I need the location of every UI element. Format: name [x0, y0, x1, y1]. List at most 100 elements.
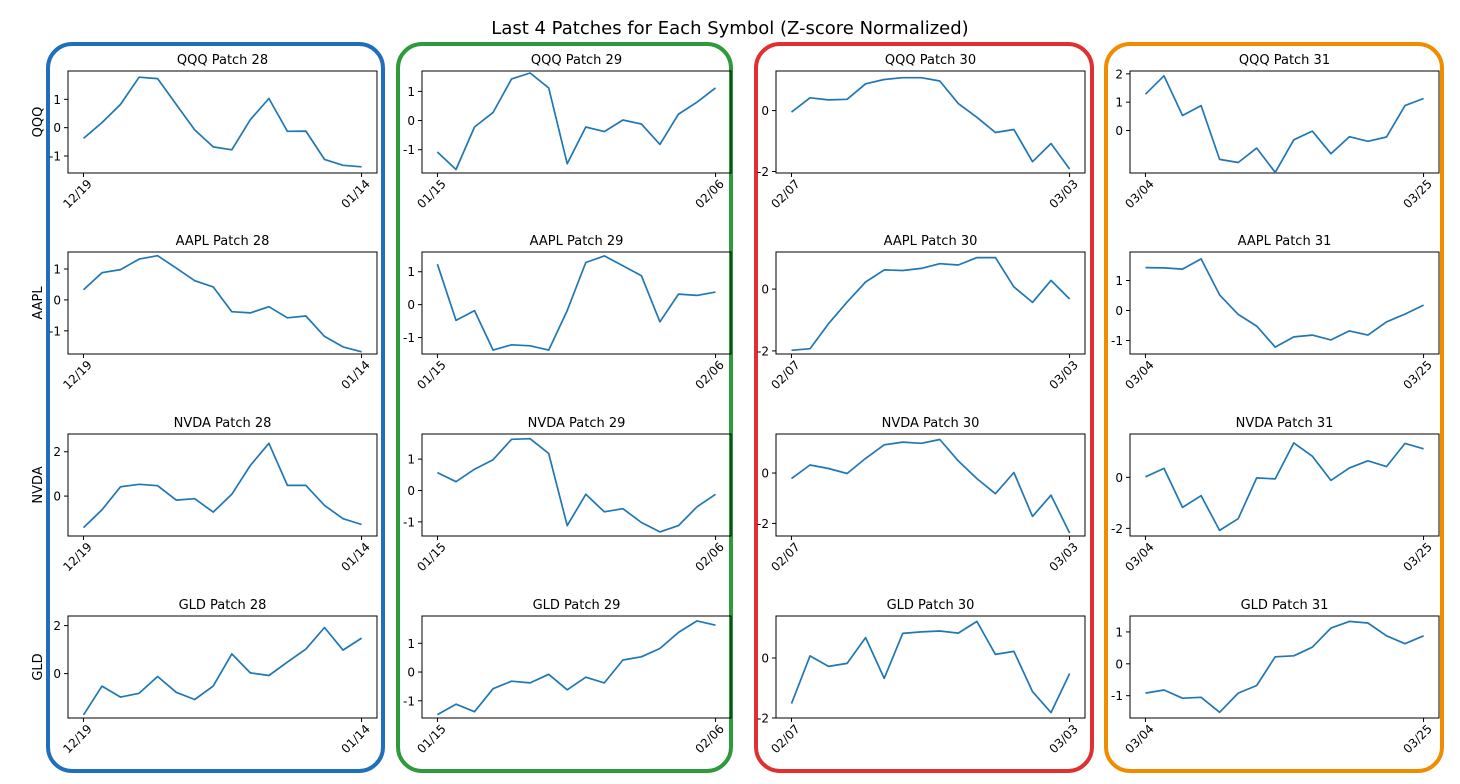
subplot-title: QQQ Patch 30: [885, 53, 976, 68]
y-tick-label: 0: [761, 283, 769, 297]
series-line: [1146, 621, 1424, 712]
axes-frame: [68, 252, 377, 354]
x-tick-label: 03/25: [1401, 722, 1435, 756]
subplot: QQQ Patch 28 -1 0 1 12/19 01/14: [49, 53, 377, 211]
x-tick-label: 03/04: [1122, 358, 1156, 392]
x-tick-label: 03/25: [1401, 358, 1435, 392]
subplot-title: NVDA Patch 28: [174, 416, 272, 431]
subplot-title: NVDA Patch 29: [528, 416, 626, 431]
series-line: [792, 258, 1070, 351]
y-tick-label: 2: [1115, 67, 1123, 81]
y-tick-label: 1: [407, 85, 415, 99]
x-tick-label: 03/03: [1047, 722, 1081, 756]
y-tick-label: 1: [407, 265, 415, 279]
axes-frame: [776, 434, 1085, 536]
subplot: NVDA Patch 29-10101/15 02/06: [403, 416, 731, 574]
series-line: [1146, 76, 1424, 173]
row-label: AAPL: [31, 286, 46, 320]
x-tick-label: 03/04: [1122, 177, 1156, 211]
y-tick-label: -2: [757, 712, 769, 726]
y-tick-label: 1: [1115, 274, 1123, 288]
y-tick-label: 0: [407, 666, 415, 680]
x-tick-label: 01/15: [414, 358, 448, 392]
y-tick-label: 0: [53, 667, 61, 681]
subplot-title: GLD Patch 28: [179, 598, 267, 613]
x-tick-label: 12/19: [60, 722, 94, 756]
subplot: GLD Patch 30 -2 0 02/07 03/03: [757, 598, 1085, 756]
series-line: [84, 256, 362, 352]
series-line: [84, 628, 362, 715]
axes-frame: [68, 71, 377, 173]
x-tick-label: 03/03: [1047, 177, 1081, 211]
y-tick-label: 0: [761, 652, 769, 666]
subplot-title: QQQ Patch 31: [1239, 53, 1330, 68]
subplot-title: AAPL Patch 31: [1238, 234, 1332, 249]
axes-frame: [776, 71, 1085, 173]
row-label: QQQ: [31, 107, 46, 138]
patch-group-frame: [1106, 44, 1442, 771]
y-tick-label: 0: [53, 121, 61, 135]
y-tick-label: -2: [1111, 522, 1123, 536]
axes-frame: [68, 616, 377, 718]
subplot: AAPL Patch 30-2002/07 03/03: [757, 234, 1085, 392]
x-tick-label: 12/19: [60, 177, 94, 211]
y-tick-label: 1: [1115, 625, 1123, 639]
x-tick-label: 02/07: [768, 540, 802, 574]
patch-group-frame: [48, 44, 383, 771]
subplot: QQQ Patch 30 -2 0 02/07 03/03: [757, 53, 1085, 211]
x-tick-label: 01/15: [414, 177, 448, 211]
axes-frame: [776, 252, 1085, 354]
y-tick-label: 0: [53, 490, 61, 504]
x-tick-label: 01/15: [414, 722, 448, 756]
y-tick-label: 0: [407, 114, 415, 128]
axes-frame: [422, 71, 731, 173]
y-tick-label: 2: [53, 619, 61, 633]
x-tick-label: 03/03: [1047, 358, 1081, 392]
series-line: [437, 73, 715, 170]
subplot: GLD Patch 29-10101/15 02/06: [403, 598, 731, 756]
y-tick-label: 0: [761, 104, 769, 118]
series-line: [437, 256, 715, 350]
axes-frame: [1130, 252, 1439, 354]
subplot-title: NVDA Patch 31: [1236, 416, 1334, 431]
y-tick-label: 2: [53, 445, 61, 459]
subplot-title: QQQ Patch 29: [531, 53, 622, 68]
y-tick-label: -1: [403, 143, 415, 157]
x-tick-label: 02/07: [768, 722, 802, 756]
subplot-title: AAPL Patch 29: [530, 234, 624, 249]
axes-frame: [422, 252, 731, 354]
subplot-panels: QQQ Patch 28 -1 0 1 12/19 01/14 QQQ Patch 29 -1…: [49, 53, 1439, 756]
series-line: [792, 621, 1070, 712]
x-tick-label: 03/03: [1047, 540, 1081, 574]
series-line: [1146, 259, 1424, 347]
series-line: [1146, 443, 1424, 531]
x-tick-label: 01/14: [339, 722, 373, 756]
subplot-title: NVDA Patch 30: [882, 416, 980, 431]
y-tick-label: 1: [53, 263, 61, 277]
series-line: [792, 440, 1070, 534]
y-tick-label: -1: [49, 150, 61, 164]
y-tick-label: -1: [403, 331, 415, 345]
axes-frame: [1130, 616, 1439, 718]
row-label: NVDA: [31, 466, 46, 503]
subplot: NVDA Patch 28 0 2 12/19 01/14: [53, 416, 377, 574]
subplot: AAPL Patch 28-10112/19 01/14: [49, 234, 377, 392]
subplot: AAPL Patch 29 -1 0 1 01/15 02/06: [403, 234, 731, 392]
subplot: NVDA Patch 30-2002/07 03/03: [757, 416, 1085, 574]
subplot-title: QQQ Patch 28: [177, 53, 268, 68]
y-tick-label: 0: [407, 484, 415, 498]
x-tick-label: 01/14: [339, 177, 373, 211]
x-tick-label: 12/19: [60, 540, 94, 574]
y-tick-label: 0: [1115, 657, 1123, 671]
x-tick-label: 01/14: [339, 540, 373, 574]
x-tick-label: 02/06: [693, 177, 727, 211]
y-tick-label: 0: [1115, 124, 1123, 138]
y-tick-label: 1: [407, 637, 415, 651]
y-tick-label: 0: [1115, 304, 1123, 318]
y-tick-label: -1: [1111, 689, 1123, 703]
subplot: GLD Patch 31 -1 0 1 03/04 03/25: [1111, 598, 1439, 756]
x-tick-label: 12/19: [60, 358, 94, 392]
series-line: [84, 443, 362, 527]
subplot-title: GLD Patch 29: [533, 598, 621, 613]
row-label: GLD: [31, 653, 46, 680]
